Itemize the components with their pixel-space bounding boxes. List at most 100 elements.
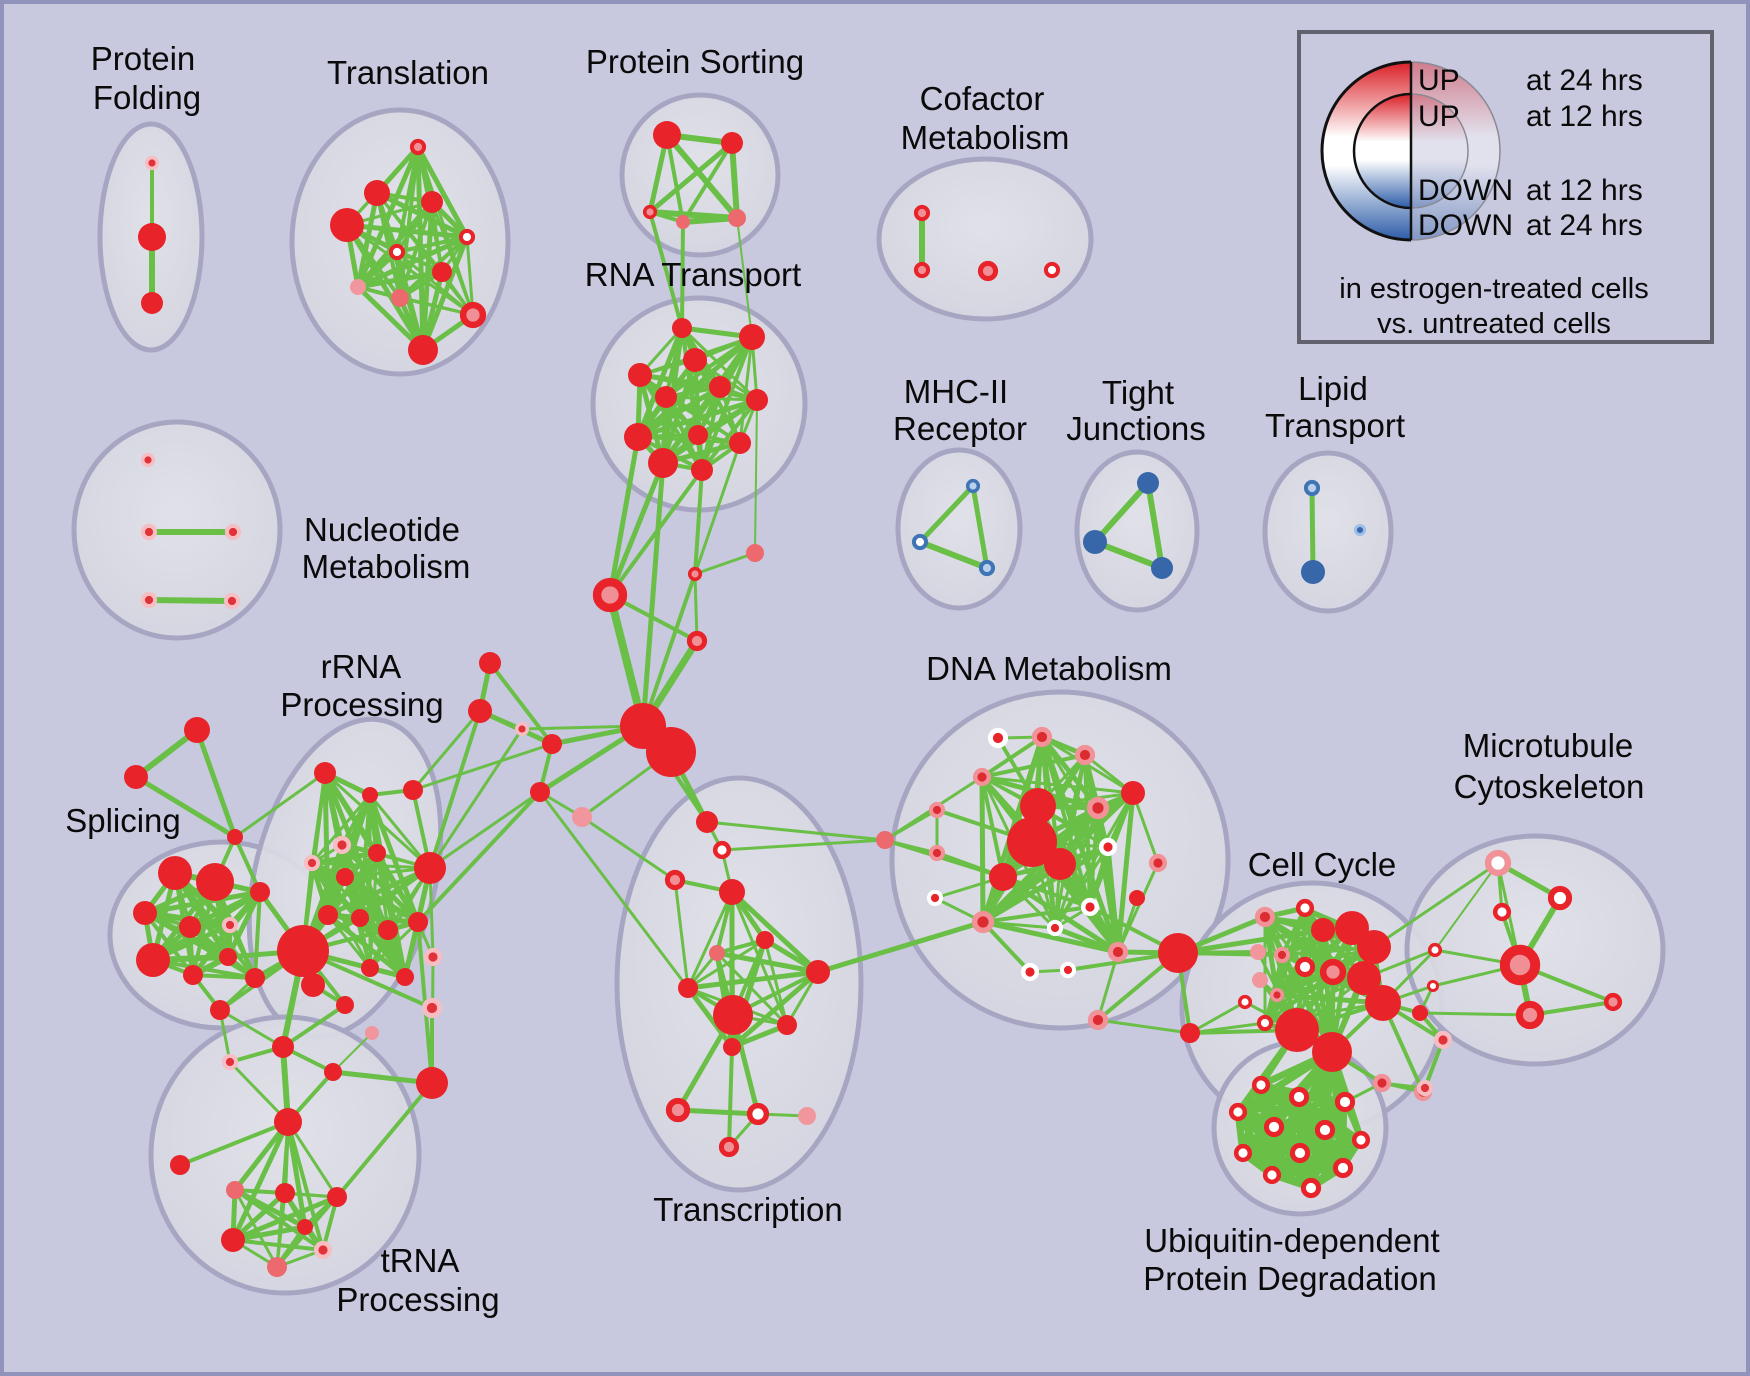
module-label-rrna-processing-line1: rRNA [321, 648, 402, 685]
edge-tg3-rr1 [233, 771, 327, 839]
node-rr6 [368, 844, 386, 862]
node-tn12 [267, 1257, 287, 1277]
edge-rr18-tn4 [330, 1069, 435, 1086]
module-label-protein-folding-line1: Protein [91, 40, 196, 77]
node-cf1 [913, 204, 931, 222]
node-tg2 [124, 765, 148, 789]
edge-rr5-rr8 [310, 861, 432, 870]
legend-dir-down-12: DOWN [1418, 174, 1513, 207]
node-rt3 [683, 348, 707, 372]
edge-cc0-cc14 [1188, 1021, 1267, 1035]
module-label-cofactor-metabolism-line1: Cofactor [920, 80, 1045, 117]
node-ps2 [721, 132, 743, 154]
node-cb2 [1312, 1032, 1352, 1072]
edge-cc5-mt1 [1372, 861, 1500, 949]
node-cn2 [687, 566, 703, 582]
node-rr11 [378, 920, 398, 940]
node-sp10 [245, 968, 265, 988]
node-mt9 [1412, 1005, 1428, 1021]
node-dm14 [971, 910, 995, 934]
legend-time-up-24: at 24 hrs [1526, 64, 1643, 97]
node-ub6 [1314, 1119, 1336, 1141]
module-ellipse-lipid-transport [1262, 450, 1394, 614]
node-sp1 [158, 856, 192, 890]
edge-tx7-tx11 [685, 985, 735, 1050]
node-ps4 [676, 215, 690, 229]
edge-dm10-dm17 [1105, 844, 1121, 955]
node-rr8 [414, 852, 446, 884]
edge-cn9-rr8 [428, 709, 482, 870]
legend-box [1297, 30, 1714, 344]
edge-cn10-rr8 [428, 727, 524, 870]
edge-tn4-tn5 [332, 1032, 373, 1073]
node-nm5 [223, 592, 241, 610]
edge-sp8-sp9 [225, 889, 263, 960]
node-rr9 [318, 905, 338, 925]
module-label-trna-processing-line1: tRNA [381, 1242, 460, 1279]
node-sp8 [219, 948, 237, 966]
edge-rr15-tn3 [281, 1003, 347, 1049]
edge-cc0-cc13 [1188, 1000, 1247, 1035]
edge-mt1-mt4 [1434, 862, 1499, 951]
edge-lp1-lp2 [1309, 485, 1316, 575]
node-ub1 [1251, 1075, 1271, 1095]
edge-rt6-rt7 [664, 395, 759, 402]
edge-cn5-cn8 [488, 661, 554, 746]
node-tn9 [327, 1187, 347, 1207]
node-nm3 [224, 523, 242, 541]
node-mt5 [1426, 979, 1440, 993]
edge-tnh-tn6 [178, 1120, 290, 1167]
node-dm0 [876, 831, 894, 849]
edge-rt7-rt8 [635, 397, 760, 440]
node-ub3 [1334, 1091, 1356, 1113]
node-cc11 [1252, 972, 1268, 988]
node-rt11 [648, 448, 678, 478]
edge-rt10-cn2 [693, 441, 742, 576]
edge-dm3-dm16 [1053, 753, 1087, 930]
edge-dm21-dm17 [1096, 950, 1120, 1022]
edge-cb2-ub8 [1239, 1048, 1336, 1157]
node-tx6 [709, 945, 725, 961]
node-cn6 [530, 782, 550, 802]
edge-tn9-tn10 [230, 1194, 340, 1243]
edge-dm4-dm7 [980, 775, 1135, 795]
edge-ps4-rt1 [680, 220, 685, 330]
edge-dm14-dm18 [981, 920, 1032, 974]
edge-rr2-rr5 [310, 793, 372, 865]
node-rt9 [688, 425, 708, 445]
edge-tj1-tj2 [1092, 480, 1151, 545]
edge-tx8-tx11 [729, 969, 821, 1050]
legend-dir-up-24: UP [1418, 64, 1460, 97]
edge-dm10-dm16 [1053, 845, 1110, 930]
module-label-lipid-transport-line1: Lipid [1298, 370, 1368, 407]
node-tnh [274, 1108, 302, 1136]
node-dm5 [928, 801, 946, 819]
edge-dm10-dm14 [980, 844, 1111, 925]
node-ub8 [1233, 1143, 1253, 1163]
node-ub9 [1289, 1142, 1311, 1164]
node-tn11 [313, 1240, 333, 1260]
edge-rt12-cn2 [693, 468, 704, 576]
edge-rt2-rt10 [738, 335, 754, 445]
node-hb2 [646, 727, 696, 777]
edge-dm4-dm14 [979, 774, 986, 925]
node-cn4 [686, 630, 708, 652]
node-cc1 [1254, 906, 1276, 928]
edge-tx7-tx8 [685, 969, 821, 991]
node-rr15 [336, 996, 354, 1014]
edge-cn5-rr3 [411, 742, 554, 792]
legend-wheel-fade-right-half [1411, 62, 1500, 240]
module-label-mhc-ii-receptor-line2: Receptor [893, 410, 1027, 447]
legend-wheel-left-outer-arc [1320, 60, 1412, 242]
node-mt7 [1515, 1000, 1545, 1030]
node-tx5 [756, 931, 774, 949]
legend-time-up-12: at 12 hrs [1526, 100, 1643, 133]
edge-tnh-tn10 [230, 1119, 291, 1243]
module-label-dna-metabolism: DNA Metabolism [926, 650, 1172, 687]
edge-dm14-dm15 [981, 905, 1092, 924]
node-tj2 [1083, 530, 1107, 554]
legend: UP at 24 hrs UP at 12 hrs DOWN at 12 hrs… [1297, 30, 1714, 344]
node-tx14 [798, 1107, 816, 1125]
edge-rt11-cn1 [607, 460, 666, 598]
